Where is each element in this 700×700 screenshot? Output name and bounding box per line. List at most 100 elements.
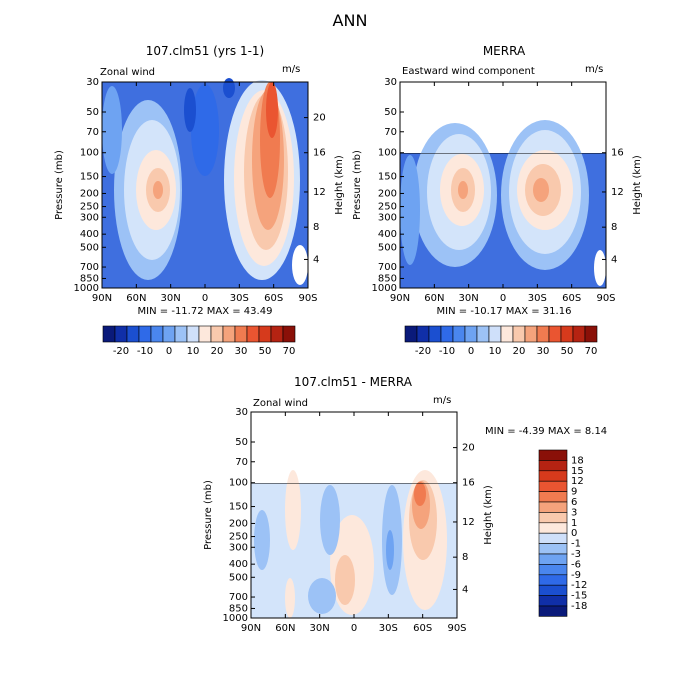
model-ytick-label: 250 [80, 202, 99, 213]
panel-diff-axes: 90N 60N 30N 0 30S 60S 90S 30 50 70 100 150 200 250300… [203, 407, 494, 634]
diff-y2tick-label: 20 [462, 443, 475, 454]
model-colorbar-swatch [246, 325, 260, 343]
model-ytick-label: 150 [80, 172, 99, 183]
diff-colorbar-label: 6 [571, 497, 577, 508]
model-y2tick-label: 20 [313, 113, 326, 124]
model-colorbar-swatch [102, 325, 116, 343]
merra-y2tick-label: 12 [611, 187, 624, 198]
panel-merra-jet-north [413, 123, 497, 267]
merra-colorbar-label: 20 [513, 346, 526, 357]
merra-colorbar-label: 10 [489, 346, 502, 357]
model-ytick-label: 1000 [74, 283, 99, 294]
model-y2label: Height (km) [334, 155, 345, 215]
panel-diff-units: m/s [433, 395, 451, 406]
model-colorbar-swatch [198, 325, 212, 343]
diff-colorbar-label: -6 [571, 559, 581, 570]
diff-ytick-label: 850 [229, 603, 248, 614]
model-colorbar-swatch [234, 325, 248, 343]
model-ytick-label: 70 [86, 127, 99, 138]
diff-xtick-label: 60N [275, 623, 295, 634]
model-colorbar-swatch [258, 325, 272, 343]
panel-merra-jet-south [501, 120, 589, 270]
diff-ytick-label: 50 [235, 437, 248, 448]
panel-model-colorbar: -20 -10 0 10 20 30 50 70 [102, 325, 296, 357]
model-ytick-label: 100 [80, 148, 99, 159]
diff-colorbar-swatch [538, 574, 568, 586]
page-title: ANN [333, 11, 368, 30]
diff-colorbar-swatch [538, 522, 568, 534]
diff-colorbar-label: -15 [571, 591, 587, 602]
model-colorbar-swatch [282, 325, 296, 343]
panel-model-title: 107.clm51 (yrs 1-1) [146, 44, 265, 58]
diff-colorbar-swatch [538, 449, 568, 461]
diff-ytick-label: 400 [229, 559, 248, 570]
merra-ylabel: Pressure (mb) [352, 150, 363, 220]
model-y2tick-label: 4 [313, 254, 319, 265]
model-colorbar-label: 30 [235, 346, 248, 357]
panel-diff: 107.clm51 - MERRA Zonal wind m/s MIN = -… [203, 375, 607, 634]
model-colorbar-swatch [126, 325, 140, 343]
model-colorbar-swatch [138, 325, 152, 343]
merra-colorbar-label: 0 [468, 346, 474, 357]
diff-colorbar-swatch [538, 584, 568, 596]
diff-xtick-label: 30N [310, 623, 330, 634]
merra-ytick-label: 300 [378, 212, 397, 223]
model-colorbar-label: -20 [113, 346, 129, 357]
merra-xtick-label: 90N [390, 293, 410, 304]
merra-ytick-label: 150 [378, 172, 397, 183]
diff-ytick-label: 70 [235, 457, 248, 468]
model-colorbar-swatch [222, 325, 236, 343]
panel-diff-minmax: MIN = -4.39 MAX = 8.14 [485, 426, 607, 437]
diff-y2tick-label: 4 [462, 584, 468, 595]
model-ytick-label: 30 [86, 77, 99, 88]
merra-xtick-label: 60S [562, 293, 581, 304]
merra-y2tick-label: 16 [611, 148, 624, 159]
diff-colorbar-swatch [538, 532, 568, 544]
model-colorbar-swatch [270, 325, 284, 343]
model-colorbar-label: 0 [166, 346, 172, 357]
diff-y2tick-label: 12 [462, 517, 475, 528]
merra-y2label: Height (km) [632, 155, 643, 215]
panel-merra: MERRA Eastward wind component m/s [352, 44, 643, 357]
diff-ytick-label: 300 [229, 542, 248, 553]
panel-diff-positive [285, 470, 447, 618]
model-colorbar-label: 20 [211, 346, 224, 357]
merra-colorbar-label: 30 [537, 346, 550, 357]
diff-colorbar-label: -1 [571, 539, 581, 550]
merra-colorbar-swatch [464, 325, 478, 343]
panel-merra-title: MERRA [483, 44, 526, 58]
panel-diff-plot [250, 411, 458, 619]
merra-ytick-label: 700 [378, 262, 397, 273]
model-y2tick-label: 16 [313, 148, 326, 159]
merra-colorbar-label: 70 [585, 346, 598, 357]
model-ylabel: Pressure (mb) [54, 150, 65, 220]
diff-colorbar-swatch [538, 491, 568, 503]
diff-colorbar-label: -9 [571, 570, 581, 581]
diff-y2label: Height (km) [483, 485, 494, 545]
merra-ytick-label: 50 [384, 107, 397, 118]
panel-diff-variable: Zonal wind [253, 398, 308, 409]
panel-model-units: m/s [282, 64, 300, 75]
model-y2tick-label: 8 [313, 222, 319, 233]
diff-ytick-label: 30 [235, 407, 248, 418]
model-xtick-label: 90S [298, 293, 317, 304]
diff-ytick-label: 150 [229, 502, 248, 513]
panel-merra-units: m/s [585, 64, 603, 75]
diff-colorbar-label: -3 [571, 549, 581, 560]
merra-xtick-label: 0 [500, 293, 506, 304]
model-ytick-label: 500 [80, 242, 99, 253]
model-colorbar-swatch [114, 325, 128, 343]
merra-colorbar-swatch [452, 325, 466, 343]
merra-colorbar-swatch [488, 325, 502, 343]
merra-ytick-label: 250 [378, 202, 397, 213]
merra-ytick-label: 500 [378, 242, 397, 253]
diff-ytick-label: 500 [229, 572, 248, 583]
diff-colorbar-label: 9 [571, 487, 577, 498]
panel-merra-minmax: MIN = -10.17 MAX = 31.16 [437, 306, 572, 317]
model-ytick-label: 850 [80, 273, 99, 284]
diff-colorbar-label: 0 [571, 528, 577, 539]
panel-model-plot [101, 78, 309, 289]
model-colorbar-swatch [150, 325, 164, 343]
model-colorbar-label: -10 [137, 346, 153, 357]
model-colorbar-swatch [174, 325, 188, 343]
